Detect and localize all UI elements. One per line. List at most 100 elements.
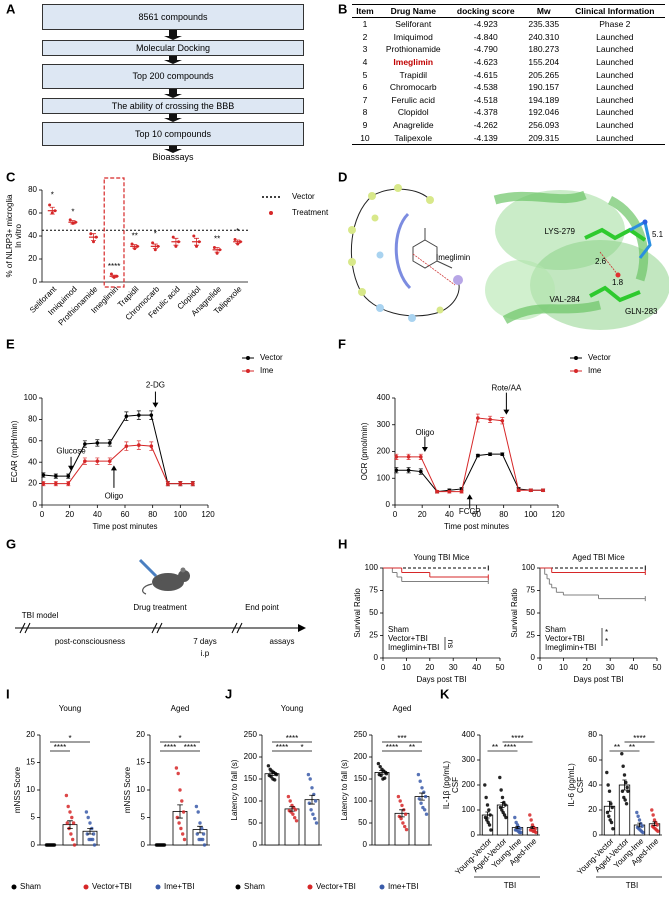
- data-point: [528, 813, 532, 817]
- error-bar: [194, 237, 199, 246]
- table-cell: -4.538: [473, 82, 498, 93]
- table-row: 4 Imeglimin -4.623 155.204 Launched: [352, 56, 665, 69]
- bar: [264, 773, 280, 846]
- table-cell: 209.315: [522, 131, 565, 145]
- data-point: [502, 813, 507, 817]
- data-point: [166, 481, 170, 486]
- y-tick-label: 60: [28, 208, 37, 217]
- data-point: [514, 820, 518, 825]
- table-cell: 192.046: [528, 107, 560, 118]
- data-point: [483, 783, 487, 787]
- error-bar: [235, 239, 241, 244]
- y-tick-label: 20: [26, 730, 35, 739]
- highlight-box: [103, 177, 125, 288]
- y-tick-label: 0: [253, 840, 258, 849]
- error-bar: [177, 804, 183, 819]
- stat-label: ns: [446, 640, 455, 648]
- data-point: [485, 803, 490, 807]
- x-axis-label: Time post minutes: [92, 522, 157, 531]
- y-tick-label: 0: [386, 500, 391, 509]
- data-point: [293, 808, 298, 812]
- legend-label: Vector+TBI: [316, 882, 356, 891]
- data-point: [181, 832, 185, 836]
- data-point: [89, 232, 93, 236]
- data-point: [293, 816, 297, 820]
- table-cell: 235.335: [528, 19, 560, 30]
- y-tick-label: 100: [24, 393, 38, 402]
- x-tick-label: 60: [472, 510, 481, 519]
- docking-table: Item Drug Name docking score Mw Clinical Inf…: [352, 4, 665, 145]
- y-tick-label: 5: [31, 813, 36, 822]
- y-tick-label: 50: [369, 608, 378, 617]
- data-point: [107, 459, 112, 463]
- data-point: [137, 413, 141, 417]
- data-point: [416, 772, 421, 777]
- data-point: [190, 481, 195, 486]
- data-point: [162, 843, 167, 847]
- table-cell: 155.204: [528, 57, 560, 68]
- legend-label: Imeglimin+TBI: [545, 643, 596, 652]
- timeline-note: post-consciousness: [55, 637, 125, 646]
- data-point: [64, 793, 69, 798]
- data-point: [313, 799, 318, 803]
- table-row: 1 Seliforant -4.923 235.335 Phase 2: [352, 18, 665, 31]
- data-point: [95, 441, 100, 445]
- data-point: [84, 810, 89, 814]
- data-point: [624, 780, 628, 785]
- legend-marker: [83, 884, 89, 890]
- data-point: [488, 452, 492, 456]
- data-point: [178, 481, 183, 486]
- error-bar: [132, 244, 138, 249]
- data-point: [149, 413, 154, 417]
- legend-label: Treatment: [292, 208, 329, 217]
- chart-title: Young: [281, 704, 303, 713]
- error-bar: [111, 274, 117, 278]
- data-point: [194, 804, 199, 809]
- table-cell: 1: [362, 19, 368, 30]
- data-point: [610, 805, 614, 810]
- data-point: [394, 455, 399, 459]
- data-point: [406, 468, 411, 473]
- data-point: [624, 802, 629, 806]
- flow-arrow: [164, 114, 182, 122]
- y-tick-label: 20: [588, 805, 597, 814]
- data-point: [620, 752, 624, 756]
- legend-marker: [246, 356, 250, 360]
- data-point: [622, 773, 627, 777]
- significance-label: **: [214, 234, 220, 243]
- data-point: [72, 843, 77, 847]
- annotation: Oligo: [416, 428, 435, 437]
- y-tick-label: 200: [354, 752, 368, 761]
- data-point: [86, 815, 90, 820]
- data-point: [266, 764, 271, 768]
- data-point: [151, 241, 155, 245]
- y-axis-label: Survival Ratio: [510, 588, 519, 638]
- y-tick-label: 0: [593, 830, 598, 839]
- data-point: [198, 821, 202, 825]
- table-row: 8 Clopidol -4.378 192.046 Launched: [352, 106, 665, 119]
- x-tick-label: 120: [551, 510, 565, 519]
- y-tick-label: 200: [462, 780, 476, 789]
- x-tick-label: 10: [559, 663, 568, 672]
- y-axis-label: IL-6 (pg/mL): [567, 763, 576, 807]
- stat-label: *: [605, 637, 608, 646]
- flow-footer: Bioassays: [152, 152, 194, 162]
- significance-label: **: [492, 743, 498, 752]
- data-point: [83, 442, 87, 446]
- legend-label: Vector: [260, 353, 283, 362]
- y-axis-label: % of NLRP3+ microglia: [5, 194, 14, 277]
- data-point: [66, 474, 71, 478]
- x-tick-label: 30: [449, 663, 458, 672]
- panel-label: A: [6, 1, 16, 16]
- y-tick-label: 80: [28, 415, 37, 424]
- distance-label: 5.1: [652, 230, 664, 239]
- table-cell: Ferulic acid: [391, 94, 435, 105]
- data-point: [202, 843, 207, 847]
- table-cell: 8: [362, 107, 368, 118]
- data-point: [291, 812, 295, 816]
- legend-label: Vector+TBI: [92, 882, 132, 891]
- data-point: [88, 821, 92, 825]
- y-tick-label: 0: [374, 653, 379, 662]
- data-point: [419, 455, 423, 459]
- data-point: [48, 203, 52, 207]
